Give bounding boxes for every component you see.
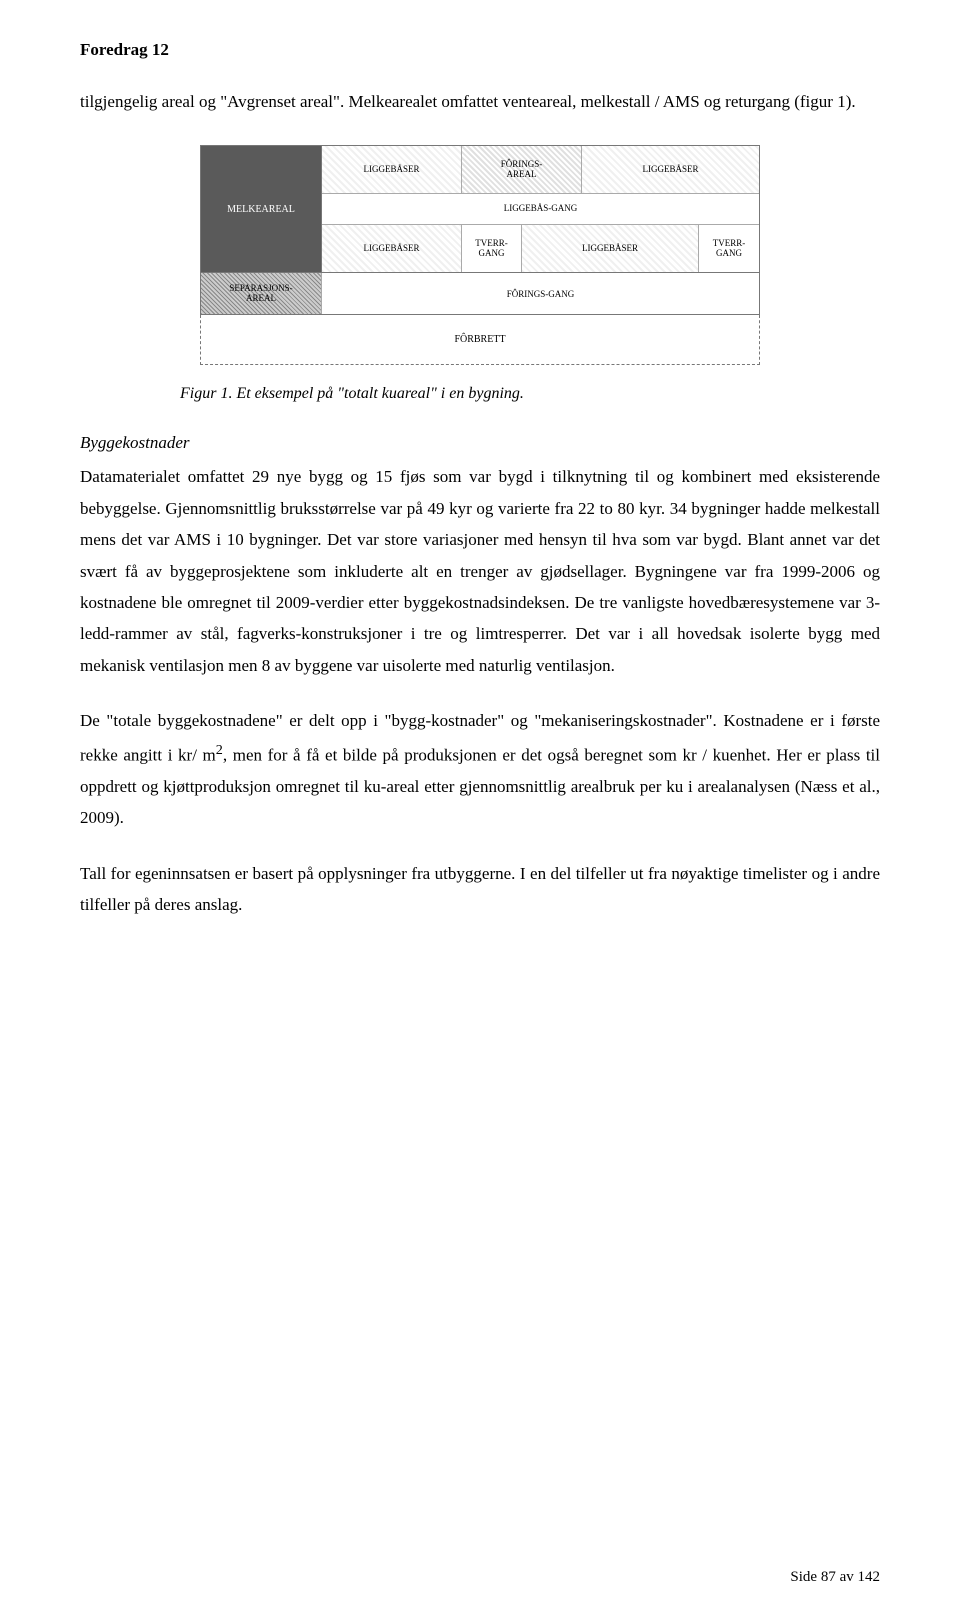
floorplan-diagram: MELKEAREAL LIGGEBÅSER FÔRINGS- AREAL LIG… (200, 145, 760, 365)
page-footer: Side 87 av 142 (790, 1569, 880, 1586)
paragraph-3: Tall for egeninnsatsen er basert på oppl… (80, 858, 880, 921)
liggebaser-cell: LIGGEBÅSER (522, 225, 699, 272)
tverrgang-cell: TVERR- GANG (462, 225, 522, 272)
page-header: Foredrag 12 (80, 40, 880, 60)
foringsgang-cell: FÔRINGS-GANG (322, 273, 759, 314)
diagram-row-3: LIGGEBÅSER TVERR- GANG LIGGEBÅSER TVERR-… (322, 225, 759, 272)
intro-text: tilgjengelig areal og "Avgrenset areal".… (80, 88, 880, 115)
diagram-row-1: LIGGEBÅSER FÔRINGS- AREAL LIGGEBÅSER (322, 146, 759, 194)
tverrgang-cell: TVERR- GANG (699, 225, 759, 272)
page: Foredrag 12 tilgjengelig areal og "Avgre… (0, 0, 960, 1616)
liggebaser-cell: LIGGEBÅSER (322, 146, 462, 193)
diagram-right-col: LIGGEBÅSER FÔRINGS- AREAL LIGGEBÅSER LIG… (322, 146, 759, 272)
section-heading: Byggekostnader (80, 433, 880, 453)
separasjonsareal-cell: SEPARASJONS- AREAL (201, 273, 322, 314)
figure-caption: Figur 1. Et eksempel på "totalt kuareal"… (180, 385, 880, 403)
diagram-row-2: LIGGEBÅS-GANG (322, 194, 759, 225)
forbrett-cell: FÔRBRETT (200, 315, 760, 365)
paragraph-2: De "totale byggekostnadene" er delt opp … (80, 705, 880, 833)
paragraph-1: Datamaterialet omfattet 29 nye bygg og 1… (80, 461, 880, 681)
diagram-upper: MELKEAREAL LIGGEBÅSER FÔRINGS- AREAL LIG… (200, 145, 760, 273)
diagram-lower: SEPARASJONS- AREAL FÔRINGS-GANG (200, 273, 760, 315)
liggebaser-cell: LIGGEBÅSER (582, 146, 759, 193)
melkeareal-cell: MELKEAREAL (201, 146, 322, 272)
liggebaser-cell: LIGGEBÅSER (322, 225, 462, 272)
liggebas-gang-cell: LIGGEBÅS-GANG (322, 194, 759, 224)
foringsareal-cell: FÔRINGS- AREAL (462, 146, 582, 193)
superscript: 2 (216, 742, 223, 758)
